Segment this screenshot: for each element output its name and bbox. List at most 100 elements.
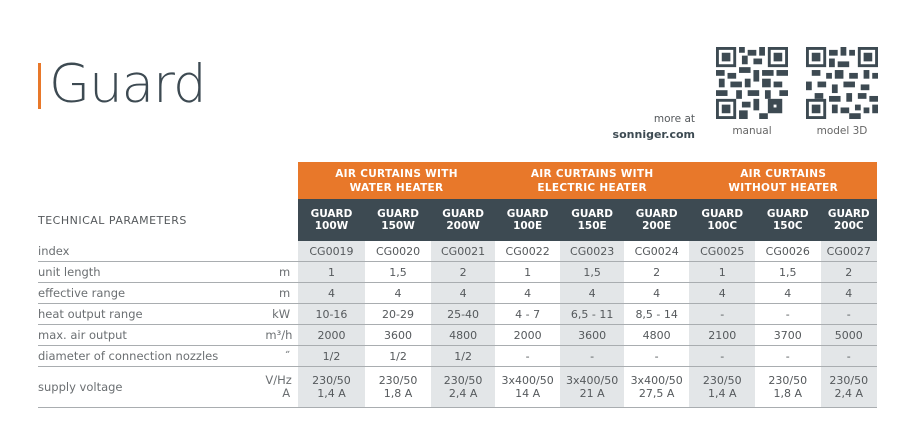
table-cell: 25-40 (431, 303, 495, 325)
parameter-unit: V/Hz A (265, 366, 299, 408)
qr-code-icon[interactable] (806, 47, 878, 119)
table-cell: 230/50 2,4 A (431, 366, 495, 408)
table-cell: 3x400/50 21 A (560, 366, 624, 408)
table-cell: 230/50 1,4 A (298, 366, 365, 408)
current-value: 1,4 A (317, 387, 346, 400)
section-label: TECHNICAL PARAMETERS (38, 199, 299, 241)
product-title: Guard (49, 54, 207, 115)
parameter-label: supply voltage (38, 366, 266, 408)
parameter-label: diameter of connection nozzles (38, 345, 266, 367)
model-header: GUARD 200E (623, 199, 690, 241)
table-cell: 2000 (494, 324, 561, 346)
table-cell: 4 (689, 282, 755, 304)
table-cell: 4 (494, 282, 561, 304)
table-cell: CG0021 (431, 241, 495, 262)
parameter-label: max. air output (38, 324, 266, 346)
table-row-supply-voltage: supply voltage V/Hz A 230/50 1,4 A 230/50 1,8 … (38, 366, 877, 408)
table-cell: 4 (560, 282, 624, 304)
more-at-label: more at (653, 113, 695, 125)
table-cell: 3x400/50 27,5 A (623, 366, 690, 408)
table-row: max. air output m³/h 2000 3600 4800 2000 3600 4… (38, 324, 877, 346)
model-header: GUARD 100C (689, 199, 755, 241)
technical-parameters-table: AIR CURTAINS WITH WATER HEATER AIR CURTAI… (38, 162, 877, 408)
qr-label-manual: manual (732, 125, 772, 137)
table-row: diameter of connection nozzles ˝ 1/2 1/2 1/2… (38, 345, 877, 367)
table-row: unit length m 1 1,5 2 1 1,5 2 1 1,5 2 (38, 261, 877, 283)
table-cell: 1,5 (364, 261, 432, 283)
table-cell: 4800 (623, 324, 690, 346)
group-without-heater: AIR CURTAINS WITHOUT HEATER (689, 162, 877, 199)
table-row: index CG0019 CG0020 CG0021 CG0022 CG0023 CG002… (38, 241, 877, 262)
table-cell: - (820, 345, 877, 367)
table-cell: CG0027 (820, 241, 877, 262)
model-header-row: TECHNICAL PARAMETERS GUARD 100W GUARD 150W… (38, 199, 877, 241)
title-accent-bar (38, 63, 41, 109)
table-cell: 230/50 2,4 A (820, 366, 877, 408)
voltage-value: 230/50 (312, 374, 351, 387)
table-cell: 3600 (364, 324, 432, 346)
table-cell: - (755, 345, 821, 367)
group-water-heater: AIR CURTAINS WITH WATER HEATER (298, 162, 495, 199)
parameter-label: unit length (38, 261, 266, 283)
table-cell: 1,5 (755, 261, 821, 283)
parameter-unit: m (265, 282, 299, 304)
voltage-value: 230/50 (378, 374, 418, 387)
table-cell: - (689, 345, 755, 367)
model-header: GUARD 150E (560, 199, 624, 241)
qr-code-icon[interactable] (716, 47, 788, 119)
voltage-value: 3x400/50 (630, 374, 683, 387)
parameter-label: effective range (38, 282, 266, 304)
current-value: 27,5 A (638, 387, 675, 400)
model-header: GUARD 150W (364, 199, 432, 241)
qr-label-model-3d: model 3D (816, 125, 868, 137)
table-cell: - (755, 303, 821, 325)
table-cell: 230/50 1,4 A (689, 366, 755, 408)
table-cell: 3x400/50 14 A (494, 366, 561, 408)
table-cell: 1/2 (364, 345, 432, 367)
table-cell: 2 (431, 261, 495, 283)
current-value: 1,8 A (383, 387, 413, 400)
table-cell: 3600 (560, 324, 624, 346)
table-cell: CG0024 (623, 241, 690, 262)
table-cell: 20-29 (364, 303, 432, 325)
current-value: 14 A (515, 387, 541, 400)
table-cell: 4800 (431, 324, 495, 346)
parameter-unit (265, 241, 299, 262)
table-cell: - (560, 345, 624, 367)
model-header: GUARD 200C (820, 199, 877, 241)
table-cell: CG0019 (298, 241, 365, 262)
current-value: 2,4 A (834, 387, 864, 400)
table-cell: - (623, 345, 690, 367)
website-link[interactable]: sonniger.com (612, 128, 695, 141)
table-cell: 2 (820, 261, 877, 283)
current-value: 21 A (579, 387, 605, 400)
table-cell: 230/50 1,8 A (755, 366, 821, 408)
table-cell: 4 (298, 282, 365, 304)
page-title: Guard (38, 54, 207, 115)
parameter-unit: m³/h (265, 324, 299, 346)
table-cell: 4 (364, 282, 432, 304)
table-cell: 2100 (689, 324, 755, 346)
table-cell: 1,5 (560, 261, 624, 283)
voltage-value: 3x400/50 (501, 374, 554, 387)
voltage-value: 230/50 (702, 374, 742, 387)
unit-voltage: V/Hz (265, 373, 292, 387)
table-cell: 6,5 - 11 (560, 303, 624, 325)
table-cell: CG0025 (689, 241, 755, 262)
category-header-row: AIR CURTAINS WITH WATER HEATER AIR CURTAI… (38, 162, 877, 199)
table-cell: 4 (623, 282, 690, 304)
table-cell: 4 (820, 282, 877, 304)
table-cell: 1 (494, 261, 561, 283)
table-cell: - (494, 345, 561, 367)
current-value: 1,8 A (773, 387, 803, 400)
unit-current: A (282, 386, 291, 400)
table-cell: 2000 (298, 324, 365, 346)
parameter-label: heat output range (38, 303, 266, 325)
voltage-value: 230/50 (768, 374, 808, 387)
table-cell: - (689, 303, 755, 325)
more-info: more at sonniger.com (613, 112, 695, 142)
table-cell: 10-16 (298, 303, 365, 325)
table-cell: 230/50 1,8 A (364, 366, 432, 408)
table-cell: 2 (623, 261, 690, 283)
